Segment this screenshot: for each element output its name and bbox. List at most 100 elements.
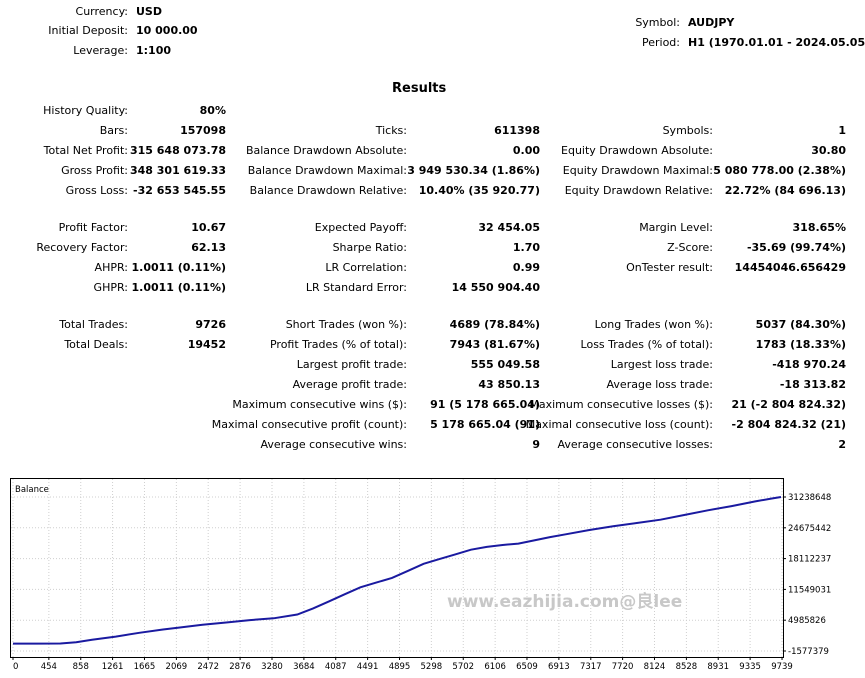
stat-value: -2 804 824.32 (21) (731, 418, 846, 431)
stat-value: 1 (838, 124, 846, 137)
stat-label: Gross Loss: (65, 184, 128, 197)
stat-label: Equity Drawdown Absolute: (561, 144, 713, 157)
stat-value: 14454046.656429 (734, 261, 846, 274)
stat-value: 0.99 (512, 261, 540, 274)
x-tick-label: 2876 (229, 662, 251, 672)
header-value: AUDJPY (688, 16, 735, 29)
stat-label: Equity Drawdown Relative: (564, 184, 713, 197)
watermark-text: www.eazhijia.com@良lee (447, 591, 682, 612)
stat-value: 7943 (81.67%) (449, 338, 540, 351)
stat-label: GHPR: (93, 281, 128, 294)
header-label: Leverage: (73, 44, 128, 57)
balance-chart-svg: Balance www.eazhijia.com@良lee (11, 479, 783, 657)
stat-value: 19452 (187, 338, 226, 351)
y-tick-label: 18112237 (788, 555, 831, 565)
balance-chart: Balance www.eazhijia.com@良lee (10, 478, 784, 658)
stat-label: Balance Drawdown Absolute: (245, 144, 407, 157)
stat-label: Long Trades (won %): (594, 318, 713, 331)
stat-label: Loss Trades (% of total): (580, 338, 713, 351)
stat-value: 80% (199, 104, 226, 117)
header-value: USD (136, 5, 162, 18)
y-tick-label: -1577379 (788, 647, 829, 657)
results-title: Results (392, 81, 447, 96)
stat-value: 5 178 665.04 (91) (430, 418, 540, 431)
stat-label: Largest loss trade: (610, 358, 713, 371)
stat-value: 10.67 (191, 221, 226, 234)
x-tick-label: 8931 (707, 662, 729, 672)
x-tick-label: 7720 (612, 662, 634, 672)
stat-label: Average consecutive wins: (260, 438, 407, 451)
stat-value: 43 850.13 (478, 378, 540, 391)
stat-label: Sharpe Ratio: (332, 241, 407, 254)
stat-value: 611398 (494, 124, 540, 137)
chart-title: Balance (15, 485, 49, 495)
stat-label: History Quality: (43, 104, 128, 117)
x-tick-label: 6913 (548, 662, 570, 672)
stat-label: Maximal consecutive loss (count): (525, 418, 713, 431)
stat-value: 9 (532, 438, 540, 451)
stat-value: 91 (5 178 665.04) (430, 398, 540, 411)
stat-label: Balance Drawdown Maximal: (247, 164, 407, 177)
x-tick-label: 9335 (739, 662, 761, 672)
stat-label: Gross Profit: (61, 164, 128, 177)
x-tick-label: 1665 (134, 662, 156, 672)
stat-label: Z-Score: (667, 241, 713, 254)
stat-value: 32 454.05 (478, 221, 540, 234)
x-tick-label: 4087 (325, 662, 347, 672)
x-tick-label: 3684 (293, 662, 315, 672)
stat-value: 318.65% (792, 221, 846, 234)
x-tick-label: 5702 (452, 662, 474, 672)
x-tick-label: 7317 (580, 662, 602, 672)
stat-value: 1783 (18.33%) (755, 338, 846, 351)
x-tick-label: 454 (41, 662, 57, 672)
x-tick-label: 4491 (357, 662, 379, 672)
x-tick-label: 6509 (516, 662, 538, 672)
x-tick-label: 9739 (771, 662, 793, 672)
stat-label: Equity Drawdown Maximal: (562, 164, 713, 177)
stat-value: -18 313.82 (779, 378, 846, 391)
stat-label: Short Trades (won %): (285, 318, 407, 331)
stat-label: Profit Factor: (58, 221, 128, 234)
stat-label: OnTester result: (626, 261, 713, 274)
y-tick-label: 11549031 (788, 585, 831, 595)
stat-label: Expected Payoff: (314, 221, 407, 234)
stat-value: 4689 (78.84%) (449, 318, 540, 331)
stat-value: 9726 (195, 318, 226, 331)
stat-label: Bars: (99, 124, 128, 137)
x-tick-label: 3280 (261, 662, 283, 672)
stat-value: 62.13 (191, 241, 226, 254)
x-tick-label: 2472 (197, 662, 219, 672)
stat-label: Maximum consecutive losses ($): (529, 398, 713, 411)
stat-value: 555 049.58 (470, 358, 540, 371)
header-label: Initial Deposit: (48, 24, 128, 37)
stat-label: Maximum consecutive wins ($): (232, 398, 407, 411)
x-tick-label: 2069 (166, 662, 188, 672)
x-tick-label: 0 (13, 662, 18, 672)
stat-value: 21 (-2 804 824.32) (731, 398, 846, 411)
stat-value: -32 653 545.55 (133, 184, 226, 197)
stat-label: LR Correlation: (325, 261, 407, 274)
stat-value: 14 550 904.40 (451, 281, 540, 294)
stat-label: Average profit trade: (292, 378, 407, 391)
x-tick-label: 8528 (676, 662, 698, 672)
stat-label: Total Trades: (59, 318, 128, 331)
x-tick-label: 6106 (484, 662, 506, 672)
header-value: H1 (1970.01.01 - 2024.05.05) (688, 36, 865, 49)
stat-label: LR Standard Error: (305, 281, 407, 294)
stat-value: -35.69 (99.74%) (746, 241, 846, 254)
stat-label: Recovery Factor: (36, 241, 128, 254)
x-tick-label: 4895 (389, 662, 411, 672)
stat-value: 1.0011 (0.11%) (131, 261, 227, 274)
y-tick-label: 4985826 (788, 616, 826, 626)
stat-value: 30.80 (811, 144, 846, 157)
stat-label: Profit Trades (% of total): (269, 338, 407, 351)
x-tick-label: 858 (73, 662, 89, 672)
stat-label: Total Deals: (64, 338, 128, 351)
stat-value: 2 (838, 438, 846, 451)
header-label: Symbol: (635, 16, 680, 29)
stat-value: 5037 (84.30%) (755, 318, 846, 331)
stat-value: 315 648 073.78 (129, 144, 226, 157)
stat-label: Total Net Profit: (43, 144, 128, 157)
stat-value: 3 949 530.34 (1.86%) (407, 164, 540, 177)
header-label: Period: (641, 36, 680, 49)
